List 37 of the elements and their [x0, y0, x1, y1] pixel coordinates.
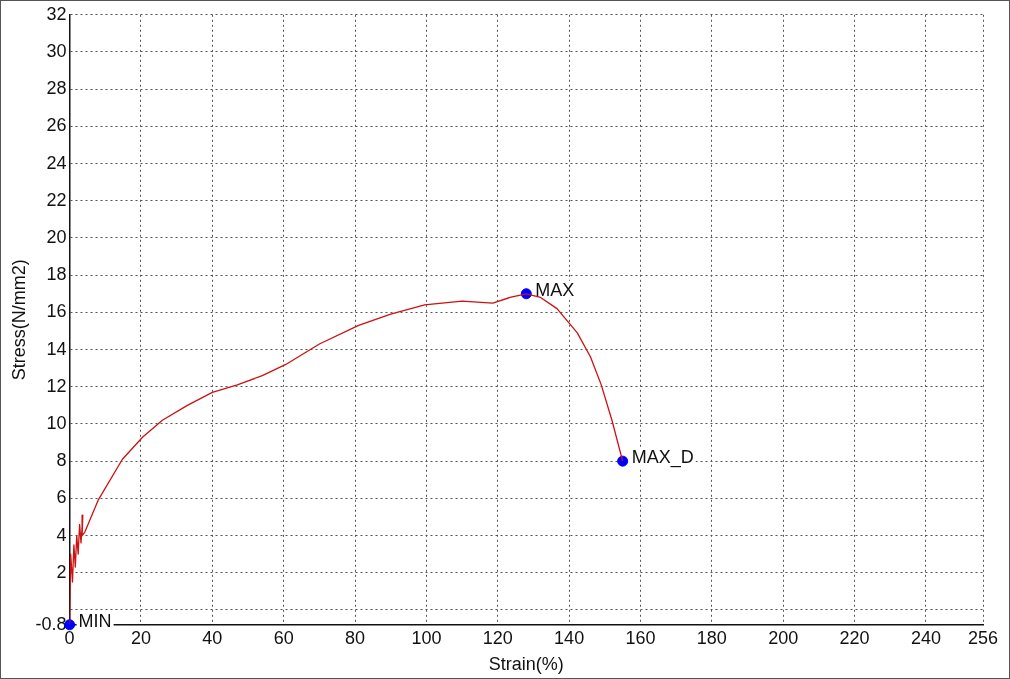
y-tick-label: 4 — [56, 524, 67, 545]
x-tick-label: 240 — [910, 627, 941, 648]
x-tick-label: 200 — [768, 627, 799, 648]
x-axis-title: Strain(%) — [488, 654, 564, 675]
y-tick-label: 10 — [46, 412, 67, 433]
x-tick-label: 256 — [967, 627, 999, 648]
annotation: MAX_D — [631, 447, 694, 469]
y-tick-label: 26 — [46, 115, 67, 136]
x-tick-label: 60 — [273, 627, 294, 648]
x-tick-label: 0 — [64, 627, 75, 648]
y-tick-label: 6 — [56, 487, 67, 508]
x-tick-label: 80 — [345, 627, 366, 648]
y-tick-label: 30 — [46, 40, 67, 61]
y-tick-label: 32 — [46, 3, 67, 24]
annotation: MAX — [535, 279, 575, 300]
x-tick-label: 20 — [130, 627, 151, 648]
y-tick-label: 8 — [56, 450, 67, 471]
x-tick-label: 100 — [411, 627, 442, 648]
x-tick-label: 220 — [839, 627, 870, 648]
y-tick-label: 20 — [46, 226, 67, 247]
y-tick-label: 16 — [46, 301, 67, 322]
x-tick-label: 140 — [554, 627, 585, 648]
point — [617, 455, 629, 467]
y-tick-label: 24 — [46, 152, 67, 173]
y-axis-title: Stress(N/mm2) — [8, 259, 29, 381]
x-tick-label: 40 — [202, 627, 223, 648]
y-tick-label: 22 — [46, 189, 67, 210]
y-tick-label: 14 — [46, 338, 67, 359]
x-tick-label: 120 — [482, 627, 513, 648]
annotation: MIN — [78, 610, 112, 631]
x-tick-label: 180 — [696, 627, 727, 648]
y-tick-label: 18 — [46, 264, 67, 285]
y-tick-label: 12 — [46, 375, 67, 396]
y-tick-label: 2 — [56, 561, 67, 582]
y-tick-label: 28 — [46, 78, 67, 99]
x-tick-label: 160 — [625, 627, 656, 648]
y-tick-label: -0.8 — [35, 613, 67, 634]
